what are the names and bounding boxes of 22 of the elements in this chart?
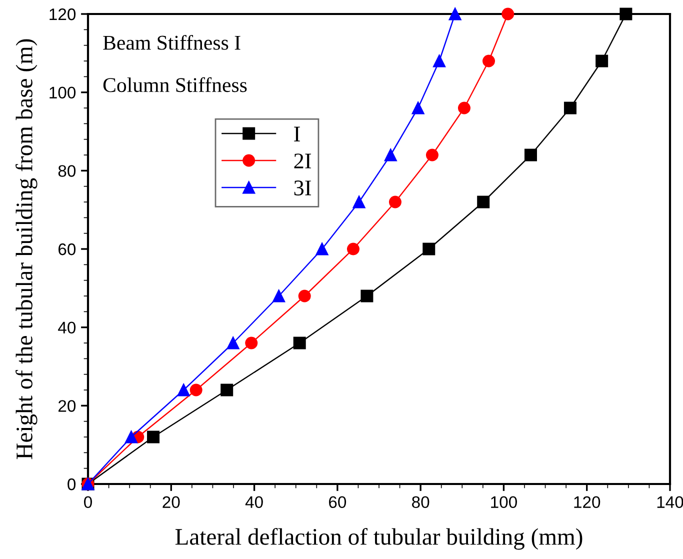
x-axis-title: Lateral deflaction of tubular building (mm)	[175, 528, 582, 550]
x-tick-label: 100	[491, 496, 517, 508]
x-tick-label: 60	[329, 496, 346, 508]
x-tick-label: 120	[574, 496, 600, 508]
y-tick-label: 80	[58, 165, 76, 177]
legend-label: I	[294, 126, 300, 142]
x-tick-label: 140	[657, 496, 683, 508]
y-tick-label: 100	[50, 86, 76, 99]
y-tick-label: 120	[50, 8, 76, 20]
x-tick-label: 0	[84, 496, 92, 508]
x-tick-label: 80	[412, 496, 430, 508]
y-axis-title: Height of the tubular building from base (m)	[16, 39, 38, 460]
annotation: Beam Stiffness I	[103, 34, 240, 50]
y-tick-label: 40	[58, 322, 76, 334]
legend-label: 3I	[294, 180, 312, 196]
y-tick-label: 20	[58, 400, 76, 412]
y-tick-label: 0	[68, 478, 76, 490]
x-tick-label: 20	[162, 496, 180, 508]
legend-label: 2I	[294, 154, 312, 168]
y-tick-label: 60	[58, 243, 76, 256]
annotation: Column Stiffness	[103, 77, 247, 92]
x-tick-label: 40	[245, 496, 263, 508]
